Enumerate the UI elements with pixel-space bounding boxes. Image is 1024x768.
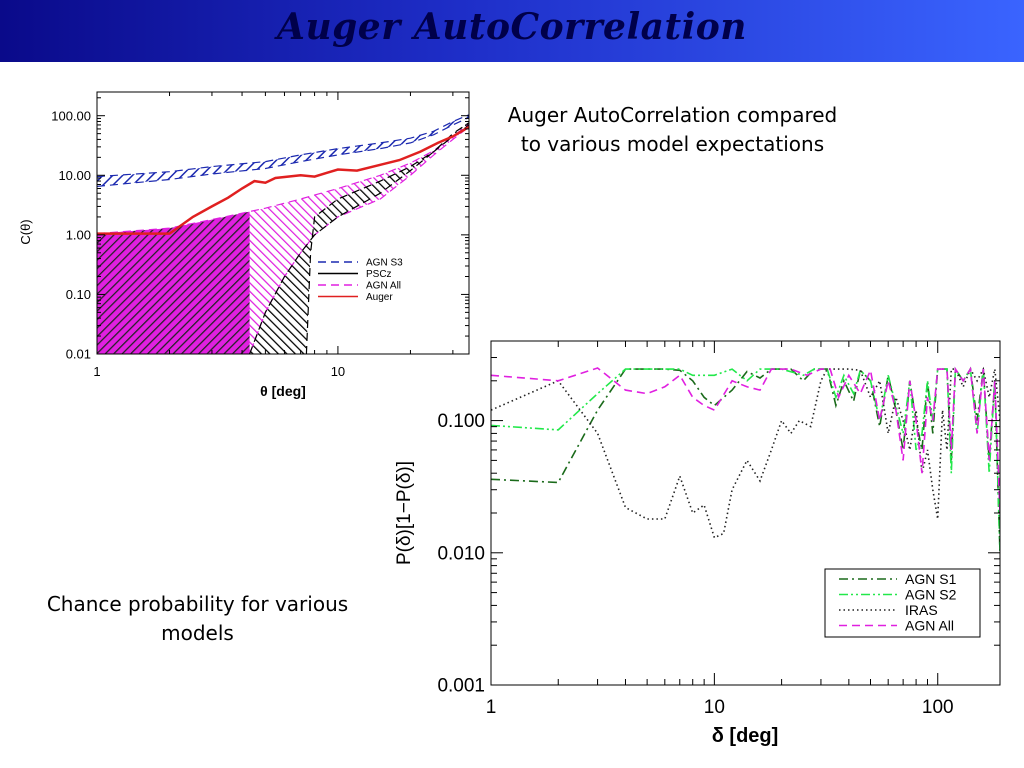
y-tick-label: 0.01 [66,347,91,362]
series-agn-s2-line [491,366,1000,553]
band-pscz [249,122,469,354]
chart2-xlabel: δ [deg] [712,725,779,747]
caption-bottom: Chance probability for various models [46,592,349,645]
chart1-xlabel: θ [deg] [260,383,306,399]
y-tick-label: 100.00 [51,108,91,123]
chart2-axes: 1 10 100 0.001 0.010 0.100 [437,340,1001,718]
plot-frame [96,91,470,355]
slide-title: Auger AutoCorrelation [277,6,747,48]
x-tick-label: 1 [93,364,100,379]
title-bar [0,0,1024,62]
y-tick-label: 0.001 [437,676,485,697]
band-edge-agn-all [97,125,469,354]
legend-label: AGN S2 [905,586,957,602]
y-tick-label: 0.010 [437,543,485,564]
band-agn-s3 [97,114,469,187]
legend-label: AGN S3 [366,258,403,269]
band-edge-pscz [249,121,469,354]
y-tick-label: 1.00 [66,227,91,242]
chart1-bands [97,114,469,354]
chart1-ylabel: C(θ) [18,219,33,244]
x-tick-label: 10 [704,697,725,718]
x-tick-label: 100 [922,697,954,718]
series-iras-line [491,366,1000,539]
band-edge-agn-all [97,123,469,235]
band-overlap [97,211,250,354]
caption-top: Auger AutoCorrelation compared to variou… [507,103,838,156]
x-tick-label: 10 [331,364,345,379]
legend-label: PSCz [366,269,392,280]
y-tick-label: 0.100 [437,411,485,432]
band-edge-agn-s3 [97,114,469,178]
chart2-ylabel: P(δ)[1−P(δ)] [394,461,415,565]
legend-label: AGN S1 [905,571,957,587]
legend-box [824,568,981,638]
legend-label: AGN All [905,617,954,633]
y-tick-label: 0.10 [66,287,91,302]
legend-label: IRAS [905,602,938,618]
legend-label: Auger [366,292,393,303]
series-agn-all-line [491,366,1000,514]
y-tick-label: 10.00 [58,168,91,183]
legend-label: AGN All [366,281,401,292]
chart1-axes: 1 10 0.01 0.10 1.00 10.00 100.00 [51,91,470,379]
chart1-lines [97,114,469,354]
chart2-lines [491,366,1000,553]
series-auger-line [97,125,469,235]
x-tick-label: 1 [486,697,497,718]
